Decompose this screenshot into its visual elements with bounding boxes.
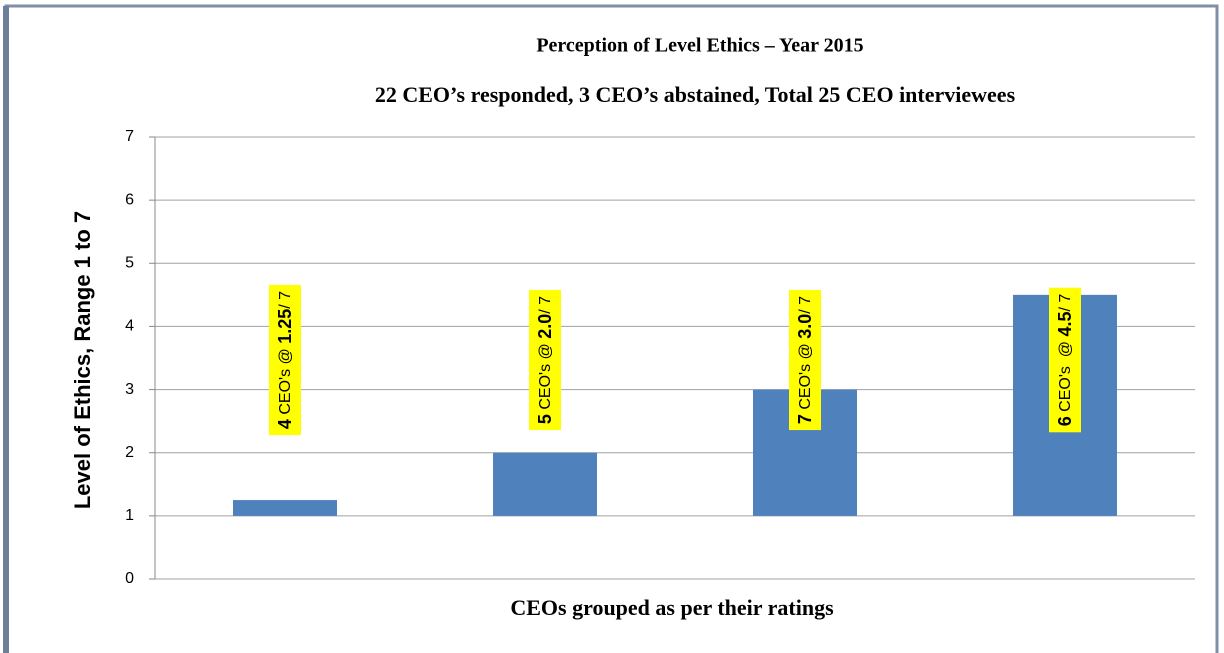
data-label-part: / 7 <box>277 291 294 309</box>
data-label: 5 CEO's @ 2.0/ 7 <box>529 289 561 431</box>
data-label-part: 5 <box>535 414 555 424</box>
y-tick-label: 1 <box>125 507 134 524</box>
frame-edge <box>3 6 9 653</box>
data-label-part: 7 <box>795 414 815 424</box>
data-label-box <box>269 284 301 436</box>
data-label-box <box>1049 287 1081 433</box>
data-label-box <box>529 289 561 431</box>
data-label-part: 4.5 <box>1055 312 1075 337</box>
y-tick-label: 2 <box>125 444 134 461</box>
chart-subtitle: 22 CEO’s responded, 3 CEO’s abstained, T… <box>375 82 1016 107</box>
y-tick-label: 3 <box>125 381 134 398</box>
data-label-part: CEO's @ <box>537 339 554 414</box>
data-label-text: 6 CEO's @ 4.5/ 7 <box>1055 294 1075 427</box>
data-label-box <box>789 289 821 431</box>
data-label: 7 CEO's @ 3.0/ 7 <box>789 289 821 431</box>
data-label-part: / 7 <box>1057 294 1074 312</box>
chart-title: Perception of Level Ethics – Year 2015 <box>536 35 863 57</box>
bar <box>493 452 597 516</box>
data-label-part: 3.0 <box>795 314 815 339</box>
data-label-part: / 7 <box>797 296 814 314</box>
x-axis-label: CEOs grouped as per their ratings <box>510 595 834 620</box>
y-tick-label: 0 <box>125 570 134 587</box>
data-label-part: CEO's @ <box>797 339 814 414</box>
data-label-part: CEO's @ <box>1057 337 1074 417</box>
data-label-part: 4 <box>275 419 295 429</box>
y-tick-label: 4 <box>125 318 134 335</box>
y-tick-label: 7 <box>125 128 134 145</box>
data-label: 4 CEO's @ 1.25/ 7 <box>269 284 301 436</box>
data-label-part: 6 <box>1055 416 1075 426</box>
y-tick-label: 6 <box>125 191 134 208</box>
data-label-part: 1.25 <box>275 309 295 344</box>
data-label-part: / 7 <box>537 296 554 314</box>
data-label-text: 5 CEO's @ 2.0/ 7 <box>535 296 555 424</box>
data-label-part: CEO's @ <box>277 344 294 419</box>
data-label-text: 4 CEO's @ 1.25/ 7 <box>275 291 295 429</box>
y-axis-label: Level of Ethics, Range 1 to 7 <box>70 211 95 509</box>
bar <box>233 500 337 516</box>
data-label-part: 2.0 <box>535 314 555 339</box>
y-tick-label: 5 <box>125 255 134 272</box>
data-label: 6 CEO's @ 4.5/ 7 <box>1049 287 1081 433</box>
data-label-text: 7 CEO's @ 3.0/ 7 <box>795 296 815 424</box>
